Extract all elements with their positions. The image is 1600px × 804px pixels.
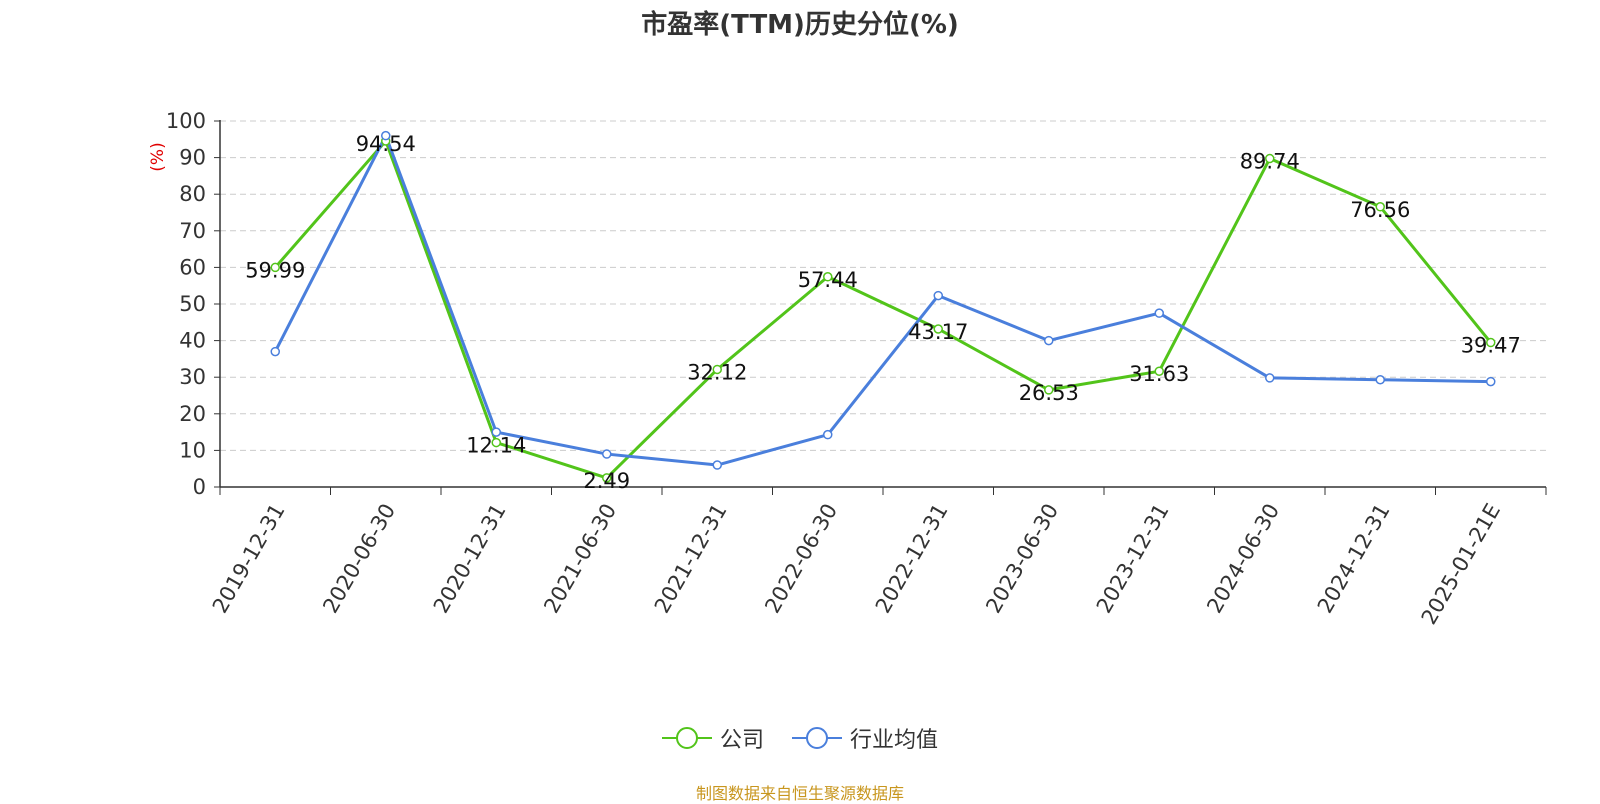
company-point	[823, 272, 833, 282]
legend-item-industry[interactable]: 行业均值	[792, 722, 938, 754]
y-tick-label: 40	[179, 329, 206, 353]
company-point	[712, 364, 722, 375]
industry-point	[1375, 375, 1385, 385]
industry-point	[933, 290, 943, 301]
y-tick-label: 20	[179, 402, 206, 426]
company-point	[270, 262, 280, 273]
company-point	[933, 324, 943, 334]
company-data-label: 76.56	[1350, 198, 1410, 222]
company-data-label: 26.53	[1019, 381, 1079, 405]
company-point	[1154, 366, 1164, 376]
x-tick-label: 2023-12-31	[1092, 500, 1174, 618]
industry-point	[1486, 376, 1496, 387]
industry-series-line	[273, 134, 1491, 467]
company-data-label: 89.74	[1240, 150, 1300, 174]
x-tick-label: 2022-06-30	[760, 500, 842, 618]
industry-point	[602, 449, 612, 459]
industry-point	[712, 460, 722, 470]
x-tick-label: 2021-06-30	[539, 500, 621, 618]
x-tick-label: 2020-12-31	[429, 500, 511, 618]
y-tick-label: 10	[179, 438, 206, 462]
x-tick-label: 2023-06-30	[981, 500, 1063, 618]
y-tick-label: 90	[179, 146, 206, 170]
x-tick-label: 2019-12-31	[208, 500, 290, 618]
industry-point	[491, 427, 501, 437]
x-tick-label: 2024-12-31	[1313, 500, 1395, 618]
legend-company-label: 公司	[719, 728, 764, 753]
company-point	[491, 437, 501, 448]
company-data-label: 39.47	[1461, 334, 1521, 358]
y-tick-label: 60	[179, 255, 206, 279]
company-point	[1375, 202, 1385, 212]
legend-industry-marker-icon	[792, 727, 842, 749]
y-tick-label: 100	[166, 109, 206, 133]
x-tick-label: 2021-12-31	[650, 500, 732, 618]
company-data-label: 57.44	[798, 268, 858, 292]
company-series-line	[274, 139, 1492, 480]
company-data-label: 31.63	[1129, 362, 1189, 386]
industry-point	[1265, 373, 1275, 383]
y-axis-label: (%)	[148, 142, 168, 171]
y-tick-label: 30	[179, 365, 206, 389]
industry-point	[270, 346, 280, 357]
y-tick-label: 80	[179, 182, 206, 206]
industry-point	[823, 429, 833, 440]
company-point	[1265, 153, 1275, 164]
legend-industry-label: 行业均值	[850, 728, 939, 753]
industry-point	[1044, 335, 1054, 346]
industry-point	[381, 130, 391, 141]
legend-company-marker-icon	[661, 727, 712, 749]
company-point	[1486, 337, 1496, 348]
x-tick-label: 2024-06-30	[1202, 500, 1284, 618]
chart-title: 市盈率(TTM)历史分位(%)	[641, 10, 959, 40]
company-data-label: 94.54	[356, 132, 416, 156]
legend-item-company[interactable]: 公司	[661, 722, 764, 754]
company-point	[1044, 385, 1054, 395]
company-data-label: 12.14	[466, 434, 526, 458]
y-tick-label: 50	[179, 292, 206, 316]
x-tick-label: 2025-01-21E	[1417, 500, 1505, 629]
company-point	[602, 473, 612, 483]
source-note: 制图数据来自恒生聚源数据库	[695, 784, 904, 803]
industry-point	[1154, 308, 1164, 318]
legend: 公司 行业均值	[0, 722, 1600, 754]
company-data-label: 43.17	[908, 320, 968, 344]
x-tick-label: 2022-12-31	[871, 500, 953, 618]
y-tick-label: 70	[179, 219, 206, 243]
company-data-label: 59.99	[245, 258, 305, 282]
x-tick-label: 2020-06-30	[318, 500, 400, 618]
y-tick-label: 0	[193, 475, 206, 499]
company-data-label: 32.12	[687, 360, 747, 384]
company-data-label: 2.49	[583, 469, 630, 493]
